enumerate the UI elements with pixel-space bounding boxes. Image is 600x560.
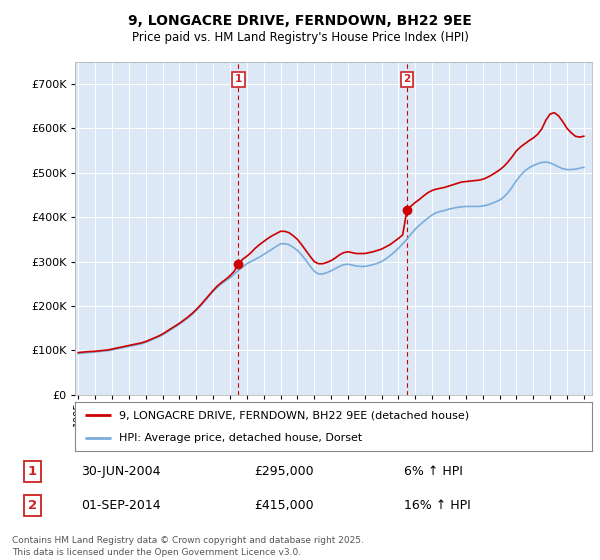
Text: 6% ↑ HPI: 6% ↑ HPI [404,465,463,478]
Text: 16% ↑ HPI: 16% ↑ HPI [404,499,470,512]
Text: Price paid vs. HM Land Registry's House Price Index (HPI): Price paid vs. HM Land Registry's House … [131,31,469,44]
Text: 1: 1 [28,465,37,478]
Text: £295,000: £295,000 [254,465,314,478]
Text: HPI: Average price, detached house, Dorset: HPI: Average price, detached house, Dors… [119,433,362,444]
Text: 9, LONGACRE DRIVE, FERNDOWN, BH22 9EE (detached house): 9, LONGACRE DRIVE, FERNDOWN, BH22 9EE (d… [119,410,469,421]
Text: 01-SEP-2014: 01-SEP-2014 [81,499,161,512]
Text: £415,000: £415,000 [254,499,314,512]
Text: 1: 1 [235,74,242,85]
Text: Contains HM Land Registry data © Crown copyright and database right 2025.
This d: Contains HM Land Registry data © Crown c… [12,536,364,557]
Text: 30-JUN-2004: 30-JUN-2004 [81,465,161,478]
Text: 9, LONGACRE DRIVE, FERNDOWN, BH22 9EE: 9, LONGACRE DRIVE, FERNDOWN, BH22 9EE [128,14,472,28]
Text: 2: 2 [403,74,410,85]
Text: 2: 2 [28,499,37,512]
